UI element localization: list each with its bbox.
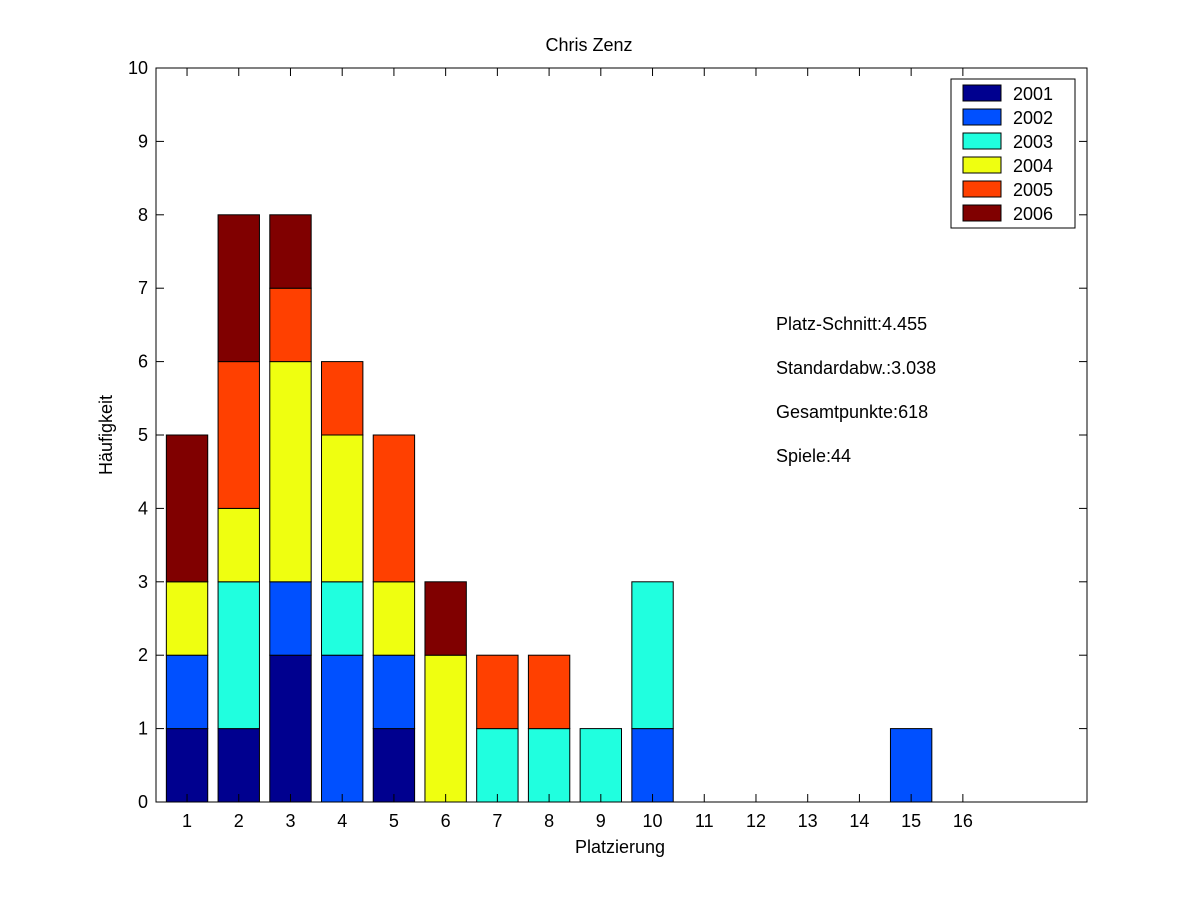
y-tick-label: 6 xyxy=(138,352,148,372)
y-tick-label: 4 xyxy=(138,498,148,518)
x-tick-label: 10 xyxy=(643,811,663,831)
legend-swatch-2003 xyxy=(962,132,1002,150)
legend-swatch-2005 xyxy=(962,180,1002,198)
bar-segment-1-2006 xyxy=(165,434,209,583)
x-tick-label: 13 xyxy=(798,811,818,831)
bar-segment-3-2002 xyxy=(269,581,312,656)
y-tick-label: 5 xyxy=(138,425,148,445)
legend-swatch-2004 xyxy=(962,156,1002,174)
legend-label-2006: 2006 xyxy=(1013,204,1053,224)
x-tick-label: 6 xyxy=(441,811,451,831)
legend-label-2004: 2004 xyxy=(1013,156,1053,176)
stat-total-points: Gesamtpunkte:618 xyxy=(776,402,929,422)
legend-label-2003: 2003 xyxy=(1013,132,1053,152)
bar-segment-3-2004 xyxy=(269,361,312,583)
x-tick-label: 16 xyxy=(953,811,973,831)
x-tick-label: 2 xyxy=(234,811,244,831)
stats-annotations: Platz-Schnitt:4.455 Standardabw.:3.038 G… xyxy=(776,313,936,489)
bar-segment-2-2004 xyxy=(217,507,260,583)
bar-segment-1-2002 xyxy=(165,654,209,730)
chart-title: Chris Zenz xyxy=(545,35,632,55)
bar-segment-10-2003 xyxy=(631,581,674,730)
legend: 2001 2002 2003 2004 2005 2006 xyxy=(950,78,1076,229)
bar-segment-4-2002 xyxy=(321,654,364,803)
bar-segment-5-2002 xyxy=(372,654,416,730)
y-tick-label: 3 xyxy=(138,572,148,592)
y-tick-label: 7 xyxy=(138,278,148,298)
legend-swatch-2006 xyxy=(962,204,1002,222)
legend-swatch-2001 xyxy=(962,84,1002,102)
x-tick-label: 14 xyxy=(849,811,869,831)
bar-segment-8-2005 xyxy=(527,654,571,730)
bar-segment-4-2003 xyxy=(321,581,364,656)
bar-segment-6-2006 xyxy=(424,581,467,656)
x-tick-label: 5 xyxy=(389,811,399,831)
y-tick-label: 10 xyxy=(128,58,148,78)
y-axis-label: Häufigkeit xyxy=(96,395,116,475)
bar-segment-7-2003 xyxy=(476,728,519,803)
bar-segment-4-2005 xyxy=(321,361,364,436)
bar-segment-5-2001 xyxy=(372,728,416,803)
stat-std-deviation: Standardabw.:3.038 xyxy=(776,358,937,378)
legend-swatch-2002 xyxy=(962,108,1002,126)
bar-segment-2-2001 xyxy=(217,728,260,803)
bar-segment-9-2003 xyxy=(579,728,622,803)
bar-segment-2-2003 xyxy=(217,581,260,730)
legend-label-2002: 2002 xyxy=(1013,108,1053,128)
legend-box xyxy=(950,78,1076,229)
x-tick-label: 1 xyxy=(182,811,192,831)
x-tick-label: 11 xyxy=(695,811,714,831)
bars-layer xyxy=(165,214,933,803)
stat-average-place: Platz-Schnitt:4.455 xyxy=(776,314,928,334)
bar-segment-2-2006 xyxy=(217,214,260,363)
y-tick-label: 1 xyxy=(138,719,148,739)
y-tick-label: 8 xyxy=(138,205,148,225)
legend-label-2005: 2005 xyxy=(1013,180,1053,200)
x-tick-label: 9 xyxy=(596,811,606,831)
bar-segment-4-2004 xyxy=(321,434,364,583)
x-tick-label: 7 xyxy=(492,811,502,831)
bar-segment-6-2004 xyxy=(424,654,467,803)
bar-segment-8-2003 xyxy=(527,728,571,803)
x-tick-label: 15 xyxy=(901,811,921,831)
bar-segment-3-2005 xyxy=(269,287,312,363)
x-tick-label: 12 xyxy=(746,811,766,831)
y-tick-label: 9 xyxy=(138,131,148,151)
x-tick-label: 4 xyxy=(337,811,347,831)
bar-segment-5-2004 xyxy=(372,581,416,656)
bar-segment-1-2001 xyxy=(165,728,209,803)
y-tick-label: 2 xyxy=(138,645,148,665)
x-tick-label: 8 xyxy=(544,811,554,831)
bar-segment-10-2002 xyxy=(631,728,674,803)
bar-segment-7-2005 xyxy=(476,654,519,730)
bar-segment-1-2004 xyxy=(165,581,209,656)
stat-games: Spiele:44 xyxy=(776,446,852,466)
bar-segment-3-2001 xyxy=(269,654,312,803)
bar-segment-15-2002 xyxy=(889,728,933,803)
y-tick-label: 0 xyxy=(138,792,148,812)
x-tick-label: 3 xyxy=(285,811,295,831)
bar-segment-3-2006 xyxy=(269,214,312,289)
bar-segment-5-2005 xyxy=(372,434,416,583)
bar-segment-2-2005 xyxy=(217,361,260,509)
x-axis-label: Platzierung xyxy=(575,837,665,857)
legend-label-2001: 2001 xyxy=(1013,84,1053,104)
